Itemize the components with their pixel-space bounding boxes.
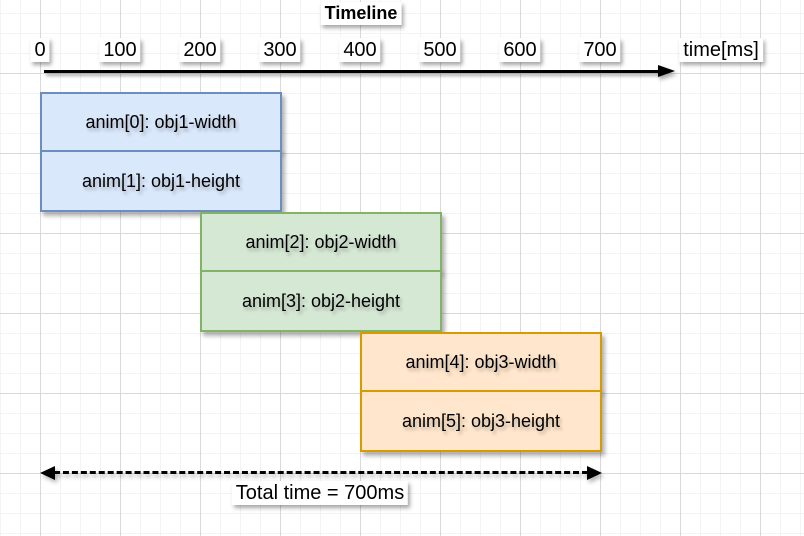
axis-tick-0: 0 (30, 38, 50, 62)
task-anim3-obj2-height: anim[3]: obj2-height (200, 270, 442, 332)
axis-arrowhead-icon (658, 65, 675, 77)
axis-unit-label: time[ms] (679, 38, 763, 62)
total-time-label: Total time = 700ms (231, 481, 409, 505)
axis-tick-600: 600 (499, 38, 541, 62)
axis-line (44, 70, 660, 73)
axis-tick-300: 300 (259, 38, 301, 62)
task-anim2-obj2-width: anim[2]: obj2-width (200, 212, 442, 272)
task-anim5-obj3-height: anim[5]: obj3-height (360, 390, 602, 452)
task-label: anim[4]: obj3-width (405, 351, 557, 372)
total-time-dashed-line (54, 471, 588, 474)
task-label: anim[3]: obj2-height (241, 290, 401, 311)
task-label: anim[1]: obj1-height (81, 170, 241, 191)
axis-tick-200: 200 (179, 38, 221, 62)
axis-tick-500: 500 (419, 38, 461, 62)
task-anim1-obj1-height: anim[1]: obj1-height (40, 150, 282, 212)
task-anim4-obj3-width: anim[4]: obj3-width (360, 332, 602, 392)
task-label: anim[0]: obj1-width (85, 111, 237, 132)
arrow-left-icon (40, 466, 55, 480)
task-anim0-obj1-width: anim[0]: obj1-width (40, 92, 282, 152)
axis-tick-100: 100 (99, 38, 141, 62)
axis-tick-400: 400 (339, 38, 381, 62)
diagram-title: Timeline (320, 2, 402, 25)
task-label: anim[5]: obj3-height (401, 410, 561, 431)
task-label: anim[2]: obj2-width (245, 231, 397, 252)
arrow-right-icon (587, 466, 602, 480)
axis-tick-700: 700 (579, 38, 621, 62)
